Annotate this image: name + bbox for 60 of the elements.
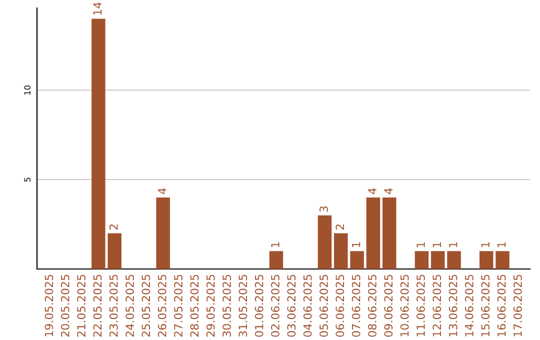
x-tick-label: 22.05.2025 <box>93 274 102 337</box>
x-tick-label: 20.05.2025 <box>60 274 70 337</box>
bar <box>447 251 461 269</box>
x-tick-label: 13.06.2025 <box>448 274 458 336</box>
data-label: 4 <box>384 188 392 194</box>
x-tick-label: 24.05.2025 <box>126 274 134 337</box>
bar <box>366 197 380 269</box>
x-tick-label: 08.06.2025 <box>368 274 376 337</box>
x-tick-label: 28.05.2025 <box>190 274 199 337</box>
bar <box>92 18 106 269</box>
x-tick-label: 10.06.2025 <box>400 274 409 336</box>
x-tick-label: 16.06.2025 <box>497 274 506 336</box>
data-label: 2 <box>109 224 118 230</box>
x-tick-label: 30.05.2025 <box>222 274 231 337</box>
bar <box>496 251 510 269</box>
x-tick-label: 23.05.2025 <box>109 274 118 337</box>
x-tick-label: 26.05.2025 <box>158 274 166 337</box>
bar <box>269 251 284 269</box>
bar <box>318 215 332 269</box>
data-label: 2 <box>336 224 344 230</box>
bar <box>414 251 429 269</box>
x-tick-label: 14.06.2025 <box>465 274 474 336</box>
x-tick-label: 06.06.2025 <box>336 274 344 337</box>
data-label: 14 <box>93 2 102 15</box>
x-tick-label: 02.06.2025 <box>271 274 280 337</box>
data-label: 1 <box>271 242 280 248</box>
data-label: 3 <box>320 206 328 212</box>
bar <box>334 233 348 269</box>
bar <box>350 251 364 269</box>
x-tick-label: 12.06.2025 <box>432 274 442 336</box>
data-label: 1 <box>481 242 490 248</box>
x-tick-label: 17.06.2025 <box>514 274 522 336</box>
bar <box>382 197 396 269</box>
x-tick-label: 25.05.2025 <box>142 274 150 337</box>
x-tick-label: 21.05.2025 <box>77 274 86 337</box>
x-tick-label: 31.05.2025 <box>238 274 248 337</box>
x-tick-label: 04.06.2025 <box>303 274 312 337</box>
data-label: 1 <box>352 242 360 248</box>
x-tick-label: 15.06.2025 <box>481 274 490 336</box>
x-tick-label: 27.05.2025 <box>174 274 182 337</box>
data-label: 4 <box>368 188 376 194</box>
data-label: 1 <box>416 242 425 248</box>
x-tick-label: 11.06.2025 <box>416 274 425 336</box>
bar <box>479 251 494 269</box>
bar <box>108 233 122 269</box>
y-tick-label: 5 <box>24 178 31 182</box>
x-tick-label: 05.06.2025 <box>320 274 328 337</box>
x-tick-label: 03.06.2025 <box>287 274 296 337</box>
bar <box>430 251 445 269</box>
x-tick-label: 19.05.2025 <box>44 274 54 336</box>
bar <box>156 197 170 269</box>
data-label: 1 <box>497 242 506 248</box>
data-label: 4 <box>158 188 166 194</box>
x-tick-label: 29.05.2025 <box>206 274 215 337</box>
x-tick-label: 01.06.2025 <box>254 274 264 337</box>
x-tick-label: 09.06.2025 <box>384 274 393 337</box>
data-label: 1 <box>448 242 458 248</box>
x-tick-label: 07.06.2025 <box>352 274 360 337</box>
data-label: 1 <box>432 242 441 248</box>
y-tick-label: 10 <box>24 85 31 95</box>
